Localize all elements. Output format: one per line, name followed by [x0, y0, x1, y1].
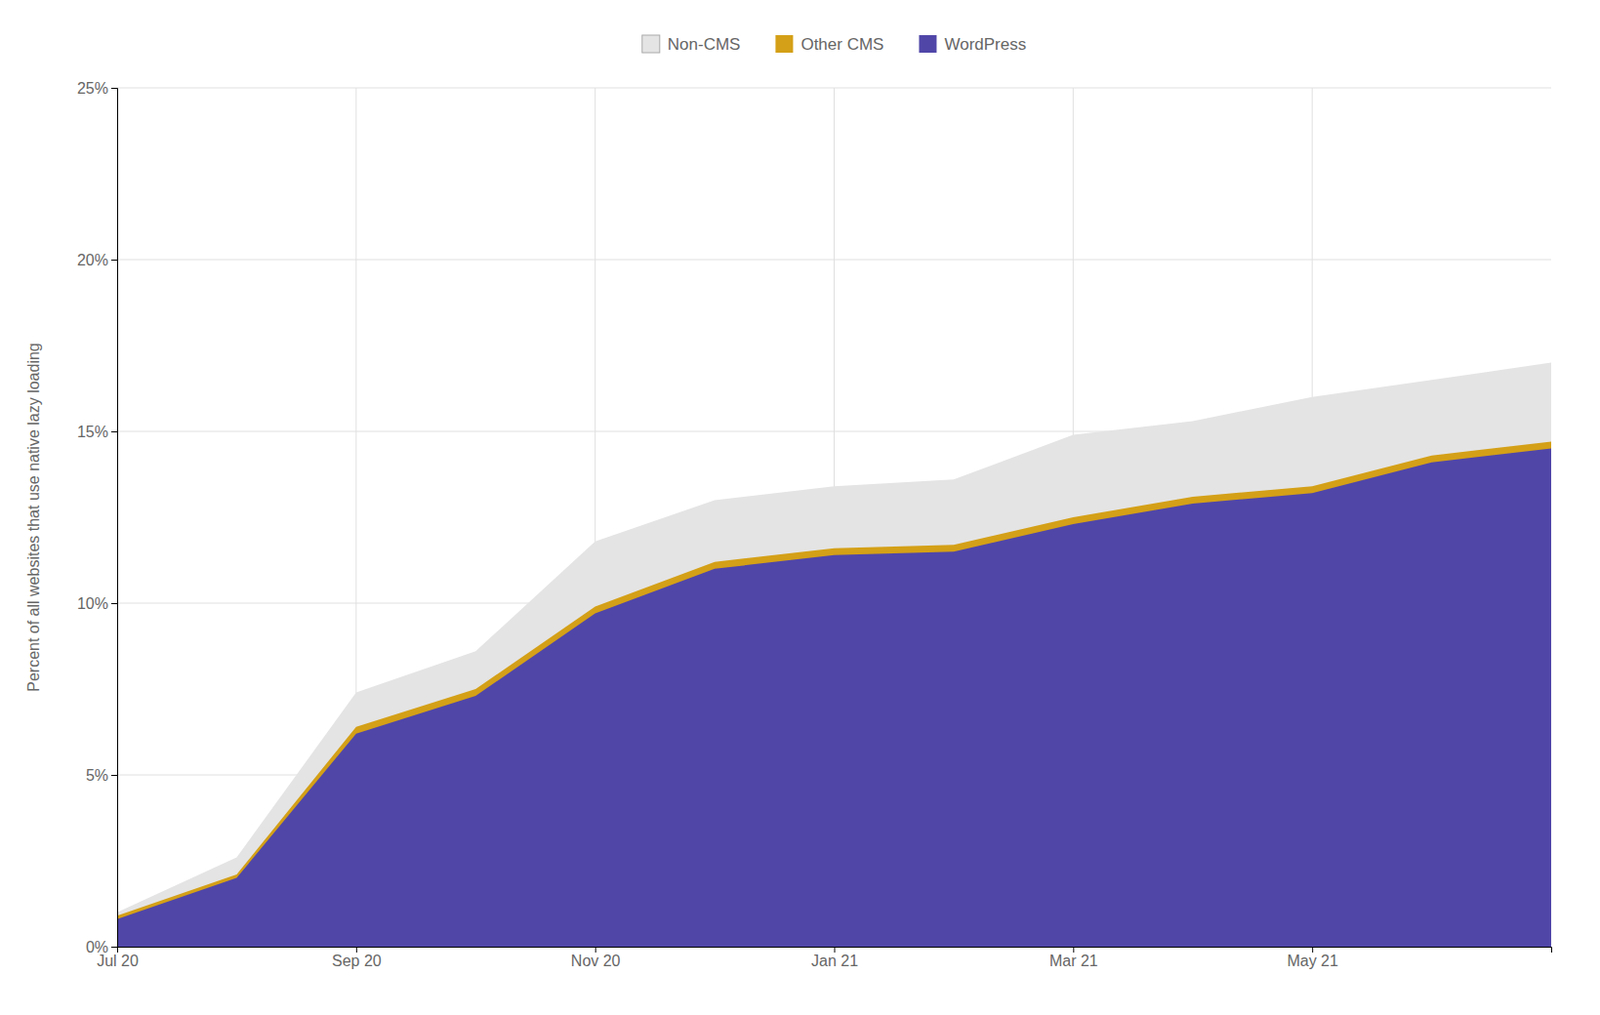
x-tick-label: Mar 21 [1049, 952, 1099, 970]
y-tick: 25% [77, 80, 118, 97]
legend-swatch [918, 35, 937, 53]
y-axis: 0% 5% 10% 15% 20% 25% [77, 80, 119, 956]
x-axis: Jul 20 Sep 20 Nov 20 Jan 21 Mar 21 May 21 [96, 946, 1552, 970]
x-tick: Nov 20 [571, 946, 621, 970]
y-tick-mark [111, 87, 118, 89]
y-axis-line [111, 88, 119, 948]
x-tick-mark [1072, 946, 1074, 953]
area [117, 449, 1552, 947]
x-tick-label: May 21 [1286, 952, 1339, 970]
y-tick-mark [111, 431, 118, 433]
legend-swatch [775, 35, 793, 53]
legend-label: Other CMS [800, 35, 884, 54]
y-axis-title: Percent of all websites that use native … [25, 342, 42, 693]
y-tick: 20% [77, 251, 118, 269]
x-axis-line [118, 947, 1553, 954]
y-tick-mark [111, 259, 118, 261]
legend-item: Non-CMS [642, 35, 741, 54]
x-tick: Sep 20 [331, 946, 382, 970]
y-tick-label: 5% [85, 767, 109, 784]
y-tick: 0% [85, 939, 118, 956]
plot: Jul 20 Sep 20 Nov 20 Jan 21 Mar 21 May 21 0% 5%… [77, 80, 1553, 971]
x-tick: May 21 [1286, 946, 1339, 970]
y-tick: 10% [77, 595, 118, 613]
areas [117, 363, 1552, 947]
y-tick-label: 20% [77, 251, 109, 269]
x-tick: Mar 21 [1049, 946, 1099, 970]
x-tick-mark [1312, 946, 1313, 953]
y-tick-mark [111, 946, 118, 948]
y-tick-mark [111, 603, 118, 605]
legend-item: Other CMS [775, 35, 884, 54]
y-tick-label: 10% [77, 595, 109, 613]
legend-label: WordPress [943, 35, 1026, 54]
x-tick-mark [356, 946, 358, 953]
x-tick-mark [834, 946, 836, 953]
x-tick-mark [595, 946, 597, 953]
chart-svg: Jul 20 Sep 20 Nov 20 Jan 21 Mar 21 May 21 0% 5%… [0, 0, 1600, 1015]
legend-swatch [642, 35, 660, 53]
x-tick: Jan 21 [811, 946, 859, 970]
y-tick: 5% [85, 767, 118, 784]
grid [117, 87, 1552, 947]
x-tick-label: Sep 20 [331, 952, 382, 970]
legend-label: Non-CMS [667, 35, 741, 54]
area [117, 363, 1552, 947]
y-tick-mark [111, 775, 118, 777]
y-tick-label: 15% [77, 423, 109, 441]
legend-item: WordPress [918, 35, 1026, 54]
y-tick-label: 0% [85, 939, 109, 956]
y-tick: 15% [77, 423, 118, 441]
y-tick-label: 25% [77, 80, 109, 97]
legend: Non-CMS Other CMS WordPress [642, 35, 1026, 54]
x-tick-label: Nov 20 [571, 952, 621, 970]
x-tick-label: Jul 20 [96, 952, 139, 970]
area [117, 442, 1552, 947]
x-tick-label: Jan 21 [811, 952, 859, 970]
